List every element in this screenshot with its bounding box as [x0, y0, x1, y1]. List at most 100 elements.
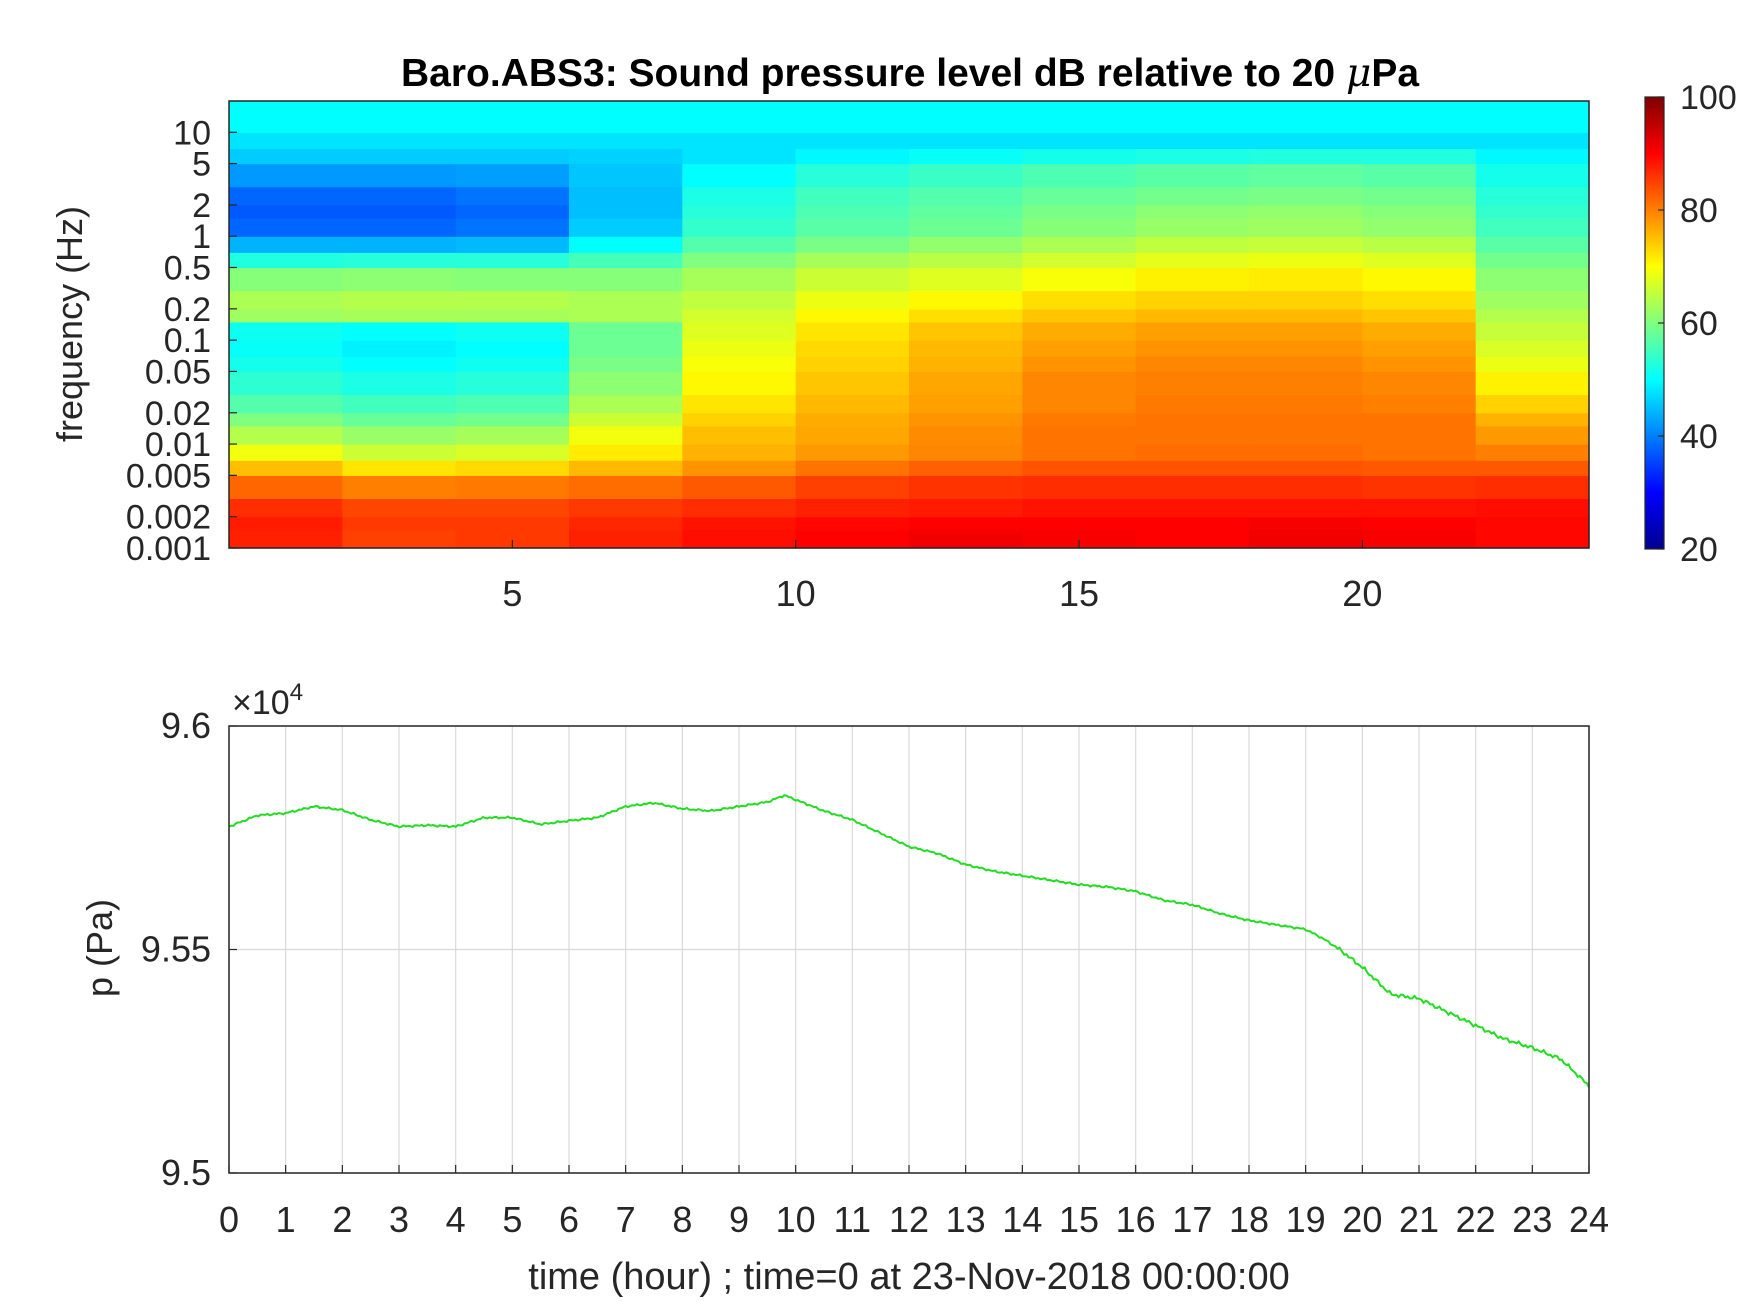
pressure-x-tick-label: 19 — [1286, 1199, 1326, 1240]
pressure-x-tick-label: 2 — [332, 1199, 352, 1240]
pressure-x-tick-label: 14 — [1002, 1199, 1042, 1240]
heatmap-cell — [909, 163, 1023, 188]
heatmap-cell — [229, 529, 343, 549]
heatmap-cell — [455, 371, 570, 396]
heatmap-cell — [1249, 267, 1363, 292]
heatmap-cell — [1362, 412, 1477, 427]
heatmap-cell — [795, 475, 910, 500]
heatmap-cell — [229, 475, 343, 500]
heatmap-cell — [1022, 412, 1137, 427]
heatmap-cell — [909, 186, 1023, 206]
heatmap-cell — [455, 204, 570, 219]
heatmap-cell — [682, 356, 797, 373]
heatmap-cell — [909, 217, 1023, 237]
heatmap-cell — [909, 394, 1023, 414]
heatmap-cell — [795, 267, 910, 292]
heatmap-cell — [1249, 425, 1363, 445]
heatmap-cell — [1475, 321, 1590, 341]
colorbar-ticks: 20 40 60 80 100 — [1658, 79, 1737, 569]
heatmap-cell — [455, 444, 570, 461]
heatmap-cell — [455, 412, 570, 427]
heatmap-cell — [1022, 217, 1137, 237]
heatmap-cell — [682, 340, 797, 357]
heatmap-cell — [1249, 340, 1363, 357]
heatmap-cell — [909, 290, 1023, 310]
heatmap-cell — [455, 498, 570, 518]
heatmap-cell — [909, 308, 1023, 323]
heatmap-cell — [455, 267, 570, 292]
heatmap-cell — [795, 186, 910, 206]
heatmap-cell — [682, 444, 797, 461]
heatmap-cell — [455, 475, 570, 500]
heatmap-cell — [795, 163, 910, 188]
colorbar-tick-label: 60 — [1680, 305, 1718, 343]
pressure-x-axis-label: time (hour) ; time=0 at 23-Nov-2018 00:0… — [528, 1256, 1289, 1298]
heatmap-cell — [229, 132, 343, 149]
heatmap-cell — [342, 267, 457, 292]
heatmap-cell — [342, 101, 457, 133]
heatmap-cell — [342, 186, 457, 206]
heatmap-cell — [909, 356, 1023, 373]
pressure-x-tick-label: 5 — [502, 1199, 522, 1240]
heatmap-cell — [455, 308, 570, 323]
heatmap-cell — [795, 321, 910, 341]
heatmap-cell — [569, 290, 683, 310]
heatmap-cell — [1362, 475, 1477, 500]
heatmap-cell — [1249, 498, 1363, 518]
heatmap-cell — [682, 252, 797, 269]
heatmap-cell — [682, 204, 797, 219]
pressure-x-tick-label: 11 — [834, 1199, 871, 1240]
pressure-x-tick-label: 13 — [946, 1199, 986, 1240]
heatmap-cell — [342, 217, 457, 237]
heatmap-cell — [1022, 148, 1137, 165]
heatmap-cell — [569, 412, 683, 427]
heatmap-cell — [342, 516, 457, 531]
spectrogram-y-tick-label: 10 — [173, 114, 211, 152]
heatmap-cell — [569, 425, 683, 445]
pressure-y-axis-label: p (Pa) — [79, 899, 120, 997]
pressure-series-line — [228, 794, 1590, 1088]
heatmap-cell — [1022, 340, 1137, 357]
heatmap-cell — [909, 425, 1023, 445]
heatmap-cell — [1135, 475, 1250, 500]
spectrogram-x-tick-label: 5 — [502, 573, 522, 614]
heatmap-cell — [569, 460, 683, 476]
heatmap-cell — [569, 186, 683, 206]
heatmap-cell — [795, 444, 910, 461]
pressure-x-tick-label: 22 — [1456, 1199, 1496, 1240]
heatmap-cell — [1135, 516, 1250, 531]
heatmap-cell — [909, 267, 1023, 292]
pressure-x-tick-label: 6 — [559, 1199, 579, 1240]
heatmap-cell — [229, 356, 343, 373]
heatmap-cell — [909, 204, 1023, 219]
heatmap-cell — [229, 412, 343, 427]
heatmap-cell — [455, 356, 570, 373]
heatmap-cell — [1022, 356, 1137, 373]
heatmap-cell — [1135, 204, 1250, 219]
heatmap-cell — [342, 475, 457, 500]
heatmap-cell — [682, 460, 797, 476]
heatmap-cell — [1022, 394, 1137, 414]
heatmap-cell — [569, 308, 683, 323]
spectrogram-y-tick-label: 2 — [192, 187, 211, 225]
heatmap-cell — [909, 321, 1023, 341]
heatmap-cell — [229, 101, 343, 133]
heatmap-cell — [1362, 290, 1477, 310]
heatmap-cell — [1135, 498, 1250, 518]
heatmap-cell — [455, 516, 570, 531]
heatmap-cell — [1135, 252, 1250, 269]
heatmap-cell — [1475, 101, 1590, 133]
heatmap-cell — [1249, 394, 1363, 414]
heatmap-cell — [1249, 308, 1363, 323]
heatmap-cell — [1475, 444, 1590, 461]
heatmap-cell — [909, 132, 1023, 149]
spectrogram-panel: Baro.ABS3: Sound pressure level dB relat… — [49, 51, 1590, 614]
heatmap-cell — [1249, 412, 1363, 427]
pressure-x-tick-label: 10 — [776, 1199, 816, 1240]
heatmap-cell — [342, 148, 457, 165]
heatmap-cell — [909, 340, 1023, 357]
heatmap-cell — [342, 498, 457, 518]
heatmap-cell — [1475, 412, 1590, 427]
pressure-x-tick-label: 23 — [1512, 1199, 1552, 1240]
heatmap-cell — [229, 371, 343, 396]
